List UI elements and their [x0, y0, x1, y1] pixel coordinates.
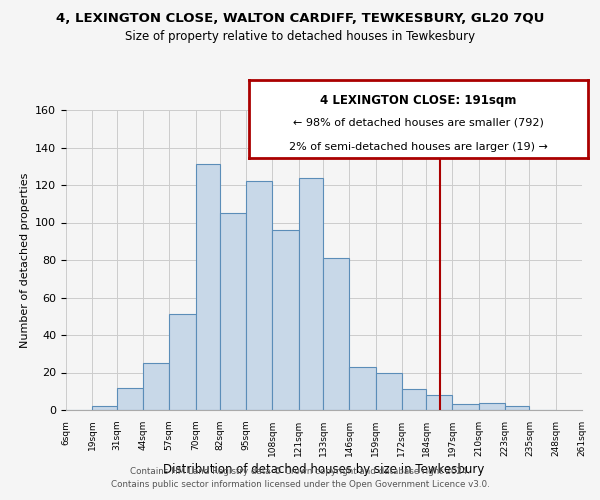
Text: 4, LEXINGTON CLOSE, WALTON CARDIFF, TEWKESBURY, GL20 7QU: 4, LEXINGTON CLOSE, WALTON CARDIFF, TEWK…	[56, 12, 544, 26]
Bar	[169, 314, 196, 410]
Bar	[479, 402, 505, 410]
Bar	[272, 230, 299, 410]
Text: 4 LEXINGTON CLOSE: 191sqm: 4 LEXINGTON CLOSE: 191sqm	[320, 94, 517, 107]
Bar	[196, 164, 220, 410]
Text: Contains public sector information licensed under the Open Government Licence v3: Contains public sector information licen…	[110, 480, 490, 489]
Text: Size of property relative to detached houses in Tewkesbury: Size of property relative to detached ho…	[125, 30, 475, 43]
Text: Contains HM Land Registry data © Crown copyright and database right 2024.: Contains HM Land Registry data © Crown c…	[130, 468, 470, 476]
Bar	[402, 390, 426, 410]
Bar	[323, 258, 349, 410]
Bar	[220, 213, 246, 410]
Y-axis label: Number of detached properties: Number of detached properties	[20, 172, 29, 348]
Text: ← 98% of detached houses are smaller (792): ← 98% of detached houses are smaller (79…	[293, 117, 544, 127]
Bar	[246, 181, 272, 410]
Bar	[376, 372, 402, 410]
Bar	[349, 367, 376, 410]
Bar	[116, 388, 143, 410]
Bar	[143, 363, 169, 410]
Bar	[92, 406, 116, 410]
Bar	[505, 406, 529, 410]
Bar	[426, 395, 452, 410]
Text: 2% of semi-detached houses are larger (19) →: 2% of semi-detached houses are larger (1…	[289, 142, 548, 152]
X-axis label: Distribution of detached houses by size in Tewkesbury: Distribution of detached houses by size …	[163, 463, 485, 476]
Bar	[452, 404, 479, 410]
Bar	[299, 178, 323, 410]
